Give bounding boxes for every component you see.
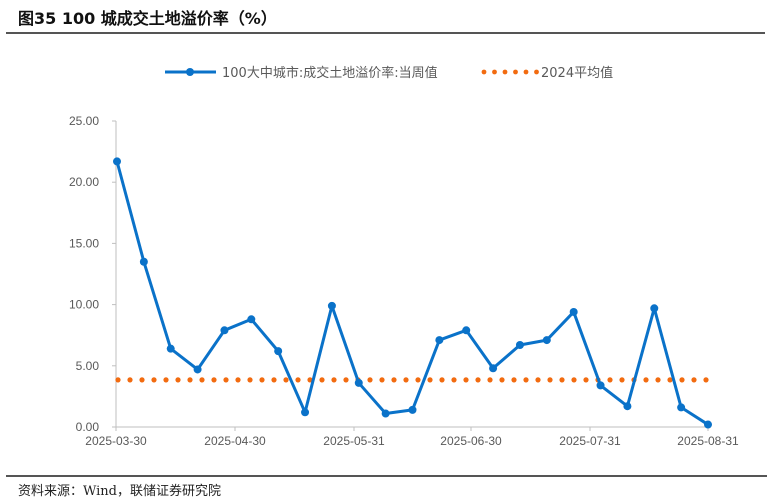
- legend-average-label: 2024平均值: [541, 65, 613, 81]
- line-chart: 100大中城市:成交土地溢价率:当周值 2024平均值 0.00 5.00 10.0…: [69, 65, 739, 448]
- weekly-series: [113, 157, 712, 429]
- average-dot: [475, 377, 481, 383]
- average-dot: [115, 377, 121, 383]
- data-point-marker: [274, 347, 283, 356]
- data-point-marker: [569, 307, 578, 316]
- average-dot: [439, 377, 445, 383]
- data-point-marker: [193, 365, 202, 374]
- data-point-marker: [650, 304, 659, 313]
- average-dot: [199, 377, 205, 383]
- data-point-marker: [515, 340, 524, 349]
- data-point-marker: [623, 402, 632, 411]
- source-note: 资料来源：Wind，联储证券研究院: [18, 484, 221, 499]
- average-dot: [247, 377, 253, 383]
- x-tick-label: 2025-03-30: [85, 434, 147, 448]
- average-dot: [487, 377, 493, 383]
- data-point-marker: [408, 405, 417, 414]
- average-dot: [655, 377, 661, 383]
- data-point-marker: [327, 301, 336, 310]
- data-point-marker: [381, 409, 390, 418]
- x-tick-label: 2025-07-31: [559, 434, 621, 448]
- average-dot: [583, 377, 589, 383]
- data-point-marker: [247, 315, 256, 324]
- data-point-marker: [354, 378, 363, 387]
- y-tick-label: 0.00: [76, 420, 100, 434]
- x-tick-label: 2025-08-31: [677, 434, 739, 448]
- data-point-marker: [435, 336, 444, 345]
- data-point-marker: [462, 326, 471, 335]
- data-point-marker: [704, 420, 712, 429]
- average-dot: [535, 377, 541, 383]
- average-dot: [259, 377, 265, 383]
- average-dot: [463, 377, 469, 383]
- average-dot: [607, 377, 613, 383]
- average-dot: [163, 377, 169, 383]
- x-axis-ticks: 2025-03-30 2025-04-30 2025-05-31 2025-06-30…: [85, 427, 739, 448]
- data-point-marker: [139, 257, 148, 266]
- average-dot: [139, 377, 145, 383]
- average-dot: [499, 377, 505, 383]
- average-dot: [415, 377, 421, 383]
- x-tick-label: 2025-04-30: [204, 434, 266, 448]
- data-point-marker: [220, 326, 229, 335]
- average-dot: [691, 377, 697, 383]
- top-divider: [6, 32, 765, 34]
- data-point-marker: [596, 381, 605, 390]
- data-point-marker: [166, 344, 175, 353]
- legend-average-dots-icon: [481, 69, 539, 75]
- average-dot: [211, 377, 217, 383]
- average-dot: [571, 377, 577, 383]
- average-dot: [187, 377, 193, 383]
- average-dot: [151, 377, 157, 383]
- average-series: [115, 377, 709, 383]
- average-dot: [619, 377, 625, 383]
- average-dot: [307, 377, 313, 383]
- x-tick-label: 2025-06-30: [440, 434, 502, 448]
- average-dot: [523, 377, 529, 383]
- average-dot: [391, 377, 397, 383]
- average-dot: [547, 377, 553, 383]
- data-point-marker: [677, 403, 686, 412]
- chart-title: 图35 100 城成交土地溢价率（%）: [18, 9, 277, 28]
- average-dot: [643, 377, 649, 383]
- average-dot: [451, 377, 457, 383]
- y-tick-label: 10.00: [69, 298, 99, 312]
- average-dot: [295, 377, 301, 383]
- average-dot: [679, 377, 685, 383]
- average-dot: [403, 377, 409, 383]
- x-tick-label: 2025-05-31: [323, 434, 385, 448]
- average-dot: [379, 377, 385, 383]
- y-tick-label: 25.00: [69, 114, 99, 128]
- legend-series-label: 100大中城市:成交土地溢价率:当周值: [222, 65, 438, 81]
- average-dot: [559, 377, 565, 383]
- average-dot: [283, 377, 289, 383]
- average-dot: [235, 377, 241, 383]
- average-dot: [223, 377, 229, 383]
- average-dot: [319, 377, 325, 383]
- average-dot: [127, 377, 133, 383]
- average-dot: [271, 377, 277, 383]
- data-point-marker: [113, 157, 121, 166]
- average-dot: [427, 377, 433, 383]
- average-dot: [343, 377, 349, 383]
- data-point-marker: [489, 364, 498, 373]
- bottom-divider: [6, 475, 767, 477]
- data-point-marker: [301, 408, 310, 417]
- average-dot: [703, 377, 709, 383]
- series-line: [115, 161, 709, 426]
- legend: 100大中城市:成交土地溢价率:当周值 2024平均值: [165, 65, 613, 81]
- legend-series-marker-icon: [186, 68, 194, 76]
- y-tick-label: 5.00: [76, 359, 100, 373]
- average-dot: [511, 377, 517, 383]
- average-dot: [367, 377, 373, 383]
- y-tick-label: 20.00: [69, 175, 99, 189]
- average-dot: [175, 377, 181, 383]
- average-dot: [331, 377, 337, 383]
- data-point-marker: [542, 336, 551, 345]
- average-dot: [667, 377, 673, 383]
- y-axis-ticks: 0.00 5.00 10.00 15.00 20.00 25.00: [69, 114, 116, 434]
- y-tick-label: 15.00: [69, 236, 99, 250]
